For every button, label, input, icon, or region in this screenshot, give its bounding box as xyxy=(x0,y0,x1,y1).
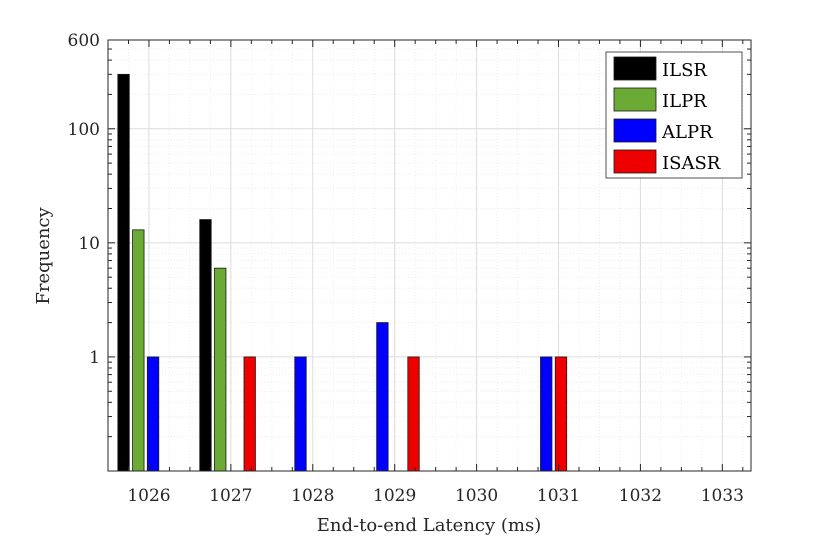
y-tick-label: 100 xyxy=(68,120,100,140)
plot-frame xyxy=(107,39,752,472)
y-tick-label: 1 xyxy=(89,348,100,368)
bar-isasr xyxy=(554,356,568,472)
x-tick-label: 1029 xyxy=(373,486,416,506)
legend-label-alpr: ALPR xyxy=(661,122,713,143)
x-tick-label: 1030 xyxy=(455,486,498,506)
bar-isasr xyxy=(407,356,420,472)
y-tick-label: 600 xyxy=(68,31,100,51)
legend-swatch-ilpr xyxy=(613,87,657,112)
legend-swatch-isasr xyxy=(613,149,657,174)
y-tick-label: 10 xyxy=(78,234,100,254)
bars xyxy=(117,73,568,472)
legend-swatch-alpr xyxy=(613,118,657,143)
legend-label-ilsr: ILSR xyxy=(662,60,707,81)
x-tick-label: 1026 xyxy=(127,486,170,506)
legend-swatch-ilsr xyxy=(613,56,657,81)
bar-ilpr xyxy=(214,267,227,472)
legend: ILSR ILPR ALPR ISASR xyxy=(605,51,743,179)
x-tick-label: 1028 xyxy=(291,486,334,506)
x-tick-label: 1033 xyxy=(701,486,744,506)
y-axis-title: Frequency xyxy=(33,206,54,304)
x-tick-label: 1027 xyxy=(209,486,252,506)
bar-ilsr xyxy=(199,219,212,472)
bar-ilpr xyxy=(132,229,145,472)
bar-ilsr xyxy=(117,73,130,472)
bar-isasr xyxy=(243,356,256,472)
bar-alpr xyxy=(294,356,307,472)
bar-alpr xyxy=(146,356,160,472)
x-tick-label: 1031 xyxy=(537,486,580,506)
bar-alpr xyxy=(540,356,553,472)
x-tick-label: 1032 xyxy=(619,486,662,506)
axis-ticks: 1026 1027 1028 1029 1030 1031 1032 1033 1 10 100 60… xyxy=(68,31,751,506)
bar-alpr xyxy=(376,322,389,472)
legend-label-isasr: ISASR xyxy=(662,153,721,174)
x-axis-title: End-to-end Latency (ms) xyxy=(317,515,541,536)
legend-label-ilpr: ILPR xyxy=(662,91,707,112)
